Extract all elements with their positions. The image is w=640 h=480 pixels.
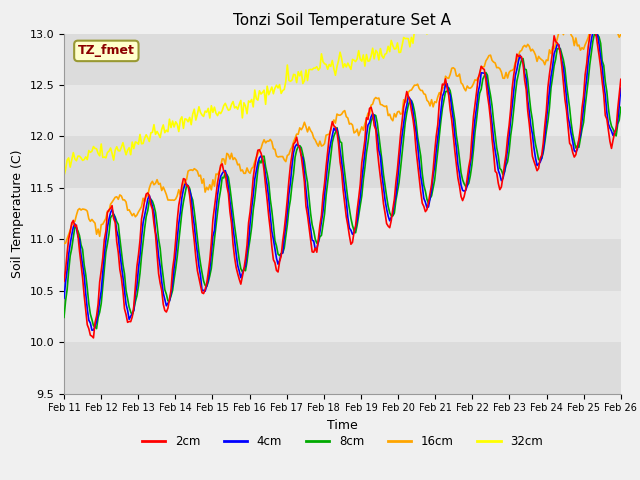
8cm (588, 50, 595, 56)
Bar (64, 136, 621, 188)
16cm (226, 156, 234, 162)
2cm (589, 26, 596, 32)
8cm (246, 236, 254, 241)
16cm (603, 10, 611, 16)
Line: 2cm: 2cm (64, 24, 621, 338)
4cm (130, 308, 138, 313)
8cm (228, 198, 236, 204)
4cm (617, 85, 625, 91)
16cm (617, 32, 625, 37)
32cm (129, 139, 136, 145)
2cm (246, 209, 254, 215)
Bar (64, 240, 621, 291)
Y-axis label: Soil Temperature (C): Soil Temperature (C) (11, 149, 24, 278)
16cm (244, 169, 252, 175)
Bar (64, 291, 621, 342)
Title: Tonzi Soil Temperature Set A: Tonzi Soil Temperature Set A (234, 13, 451, 28)
Bar (64, 34, 621, 85)
2cm (90, 335, 97, 341)
Line: 16cm: 16cm (64, 13, 621, 243)
2cm (255, 147, 263, 153)
Line: 4cm: 4cm (64, 28, 621, 330)
32cm (60, 173, 68, 179)
2cm (305, 225, 313, 230)
32cm (303, 78, 311, 84)
4cm (60, 295, 68, 301)
Bar (64, 342, 621, 394)
Line: 8cm: 8cm (64, 34, 621, 329)
Text: TZ_fmet: TZ_fmet (78, 44, 135, 58)
4cm (255, 155, 263, 161)
2cm (588, 22, 595, 27)
4cm (591, 25, 598, 31)
8cm (591, 31, 598, 37)
Bar (64, 85, 621, 136)
8cm (130, 307, 138, 312)
16cm (60, 240, 68, 246)
8cm (255, 158, 263, 164)
Bar (64, 188, 621, 240)
4cm (305, 215, 313, 220)
8cm (60, 314, 68, 320)
8cm (305, 195, 313, 201)
8cm (93, 326, 100, 332)
8cm (617, 104, 625, 110)
16cm (303, 129, 311, 135)
32cm (254, 97, 262, 103)
4cm (88, 327, 96, 333)
16cm (129, 213, 136, 218)
Legend: 2cm, 4cm, 8cm, 16cm, 32cm: 2cm, 4cm, 8cm, 16cm, 32cm (137, 430, 548, 453)
4cm (246, 220, 254, 226)
4cm (228, 210, 236, 216)
X-axis label: Time: Time (327, 419, 358, 432)
Line: 32cm: 32cm (64, 0, 621, 176)
16cm (586, 28, 594, 34)
2cm (617, 76, 625, 82)
2cm (228, 220, 236, 226)
2cm (130, 303, 138, 309)
2cm (60, 278, 68, 284)
32cm (226, 107, 234, 112)
4cm (588, 37, 595, 43)
16cm (254, 151, 262, 156)
32cm (244, 98, 252, 104)
